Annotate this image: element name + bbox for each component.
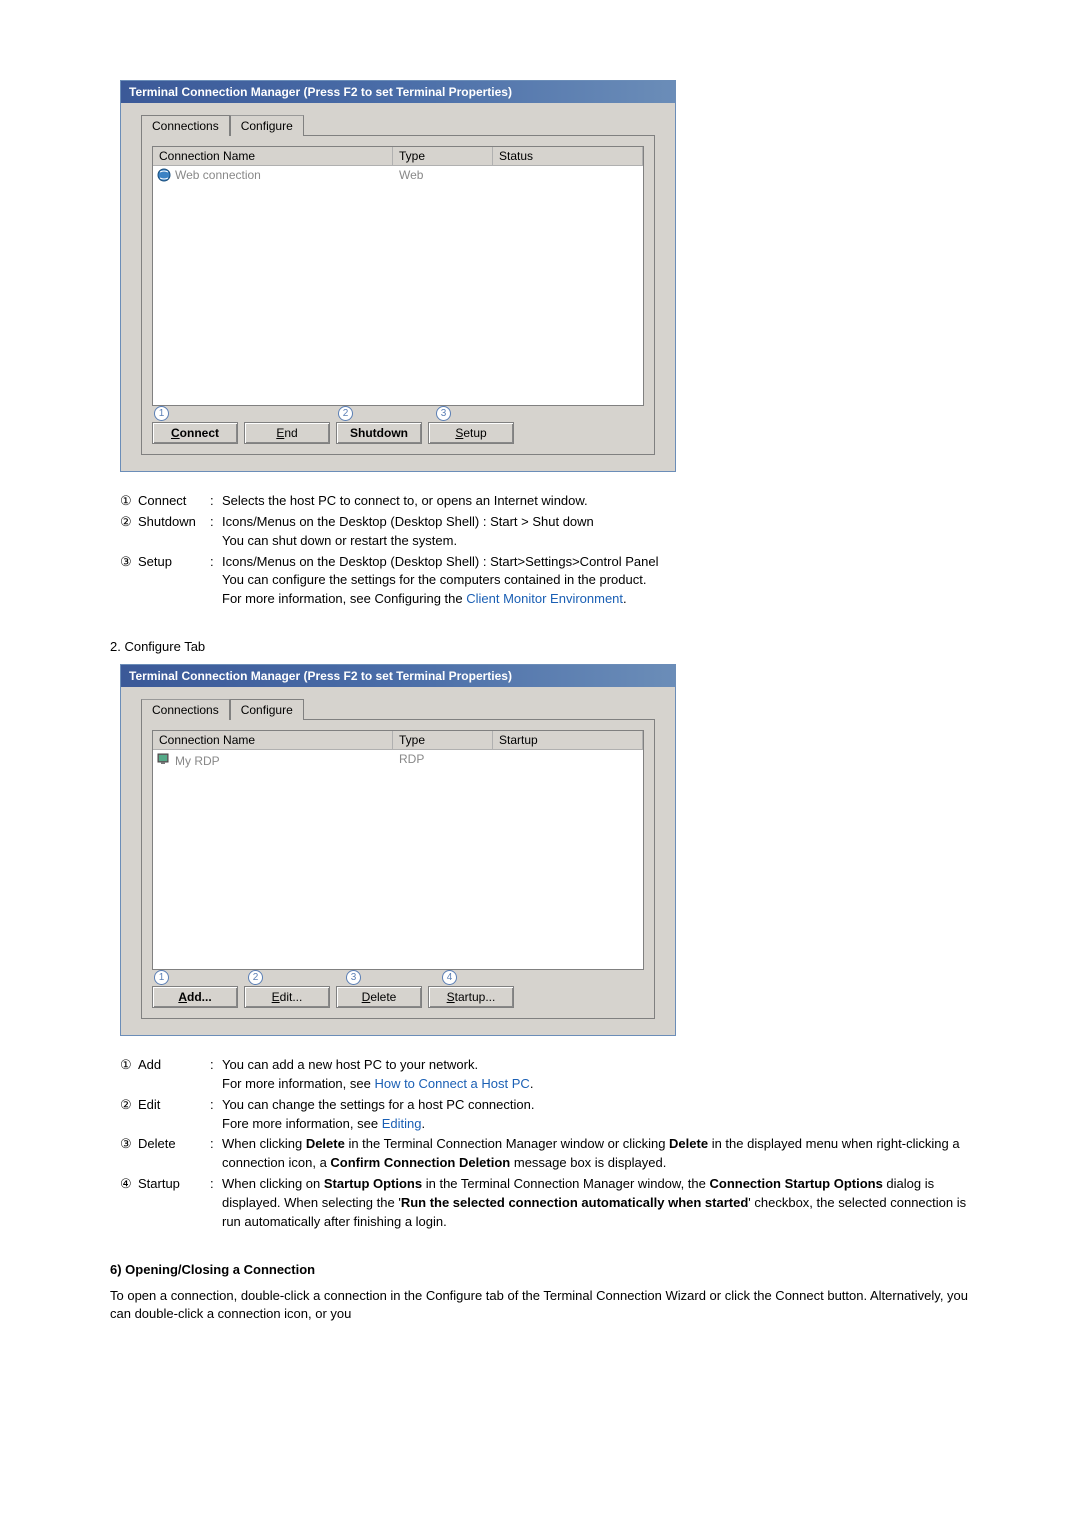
item-name: Web connection: [175, 168, 261, 182]
tab-panel: Connection Name Type Status Web connecti…: [141, 135, 655, 455]
desc-num: ④: [120, 1175, 138, 1232]
desc-text: You can add a new host PC to your networ…: [222, 1056, 970, 1094]
item-name: My RDP: [175, 754, 220, 768]
desc-colon: :: [210, 492, 222, 511]
list-header: Connection Name Type Status: [153, 147, 643, 166]
client-monitor-link[interactable]: Client Monitor Environment: [466, 591, 623, 606]
edit-button[interactable]: Edit...: [244, 986, 330, 1008]
connect-host-link[interactable]: How to Connect a Host PC: [374, 1076, 529, 1091]
callout-3: 3: [346, 970, 361, 985]
tab-panel: Connection Name Type Startup My RDP RDP: [141, 719, 655, 1019]
col-status[interactable]: Status: [493, 147, 643, 165]
desc-colon: :: [210, 553, 222, 610]
shutdown-button[interactable]: Shutdown: [336, 422, 422, 444]
desc-label: Connect: [138, 492, 210, 511]
description-list-1: ① Connect : Selects the host PC to conne…: [120, 492, 970, 609]
desc-label: Add: [138, 1056, 210, 1094]
desc-label: Shutdown: [138, 513, 210, 551]
connect-button[interactable]: Cdocument.currentScript.previousSibling.…: [152, 422, 238, 444]
section-opening-closing: 6) Opening/Closing a Connection: [110, 1262, 970, 1277]
connection-list[interactable]: Connection Name Type Startup My RDP RDP: [152, 730, 644, 970]
monitor-icon: [157, 752, 171, 769]
desc-num: ①: [120, 1056, 138, 1094]
desc-text: Selects the host PC to connect to, or op…: [222, 492, 970, 511]
delete-button[interactable]: Delete: [336, 986, 422, 1008]
desc-colon: :: [210, 513, 222, 551]
terminal-manager-window-configure: Terminal Connection Manager (Press F2 to…: [120, 664, 676, 1036]
callout-2: 2: [248, 970, 263, 985]
item-startup: [493, 750, 643, 771]
desc-text: You can change the settings for a host P…: [222, 1096, 970, 1134]
button-row: Add... Edit... Delete Startup...: [152, 986, 644, 1008]
startup-button[interactable]: Startup...: [428, 986, 514, 1008]
tab-strip: Connections Configure: [141, 699, 655, 720]
desc-num: ③: [120, 1135, 138, 1173]
terminal-manager-window-connections: Terminal Connection Manager (Press F2 to…: [120, 80, 676, 472]
window-titlebar: Terminal Connection Manager (Press F2 to…: [121, 665, 675, 687]
tab-configure[interactable]: Configure: [230, 699, 304, 720]
desc-text: When clicking Delete in the Terminal Con…: [222, 1135, 970, 1173]
desc-colon: :: [210, 1056, 222, 1094]
desc-colon: :: [210, 1135, 222, 1173]
desc-num: ②: [120, 1096, 138, 1134]
setup-button[interactable]: Setup: [428, 422, 514, 444]
desc-label: Setup: [138, 553, 210, 610]
tab-configure[interactable]: Configure: [230, 115, 304, 136]
callout-1: 1: [154, 406, 169, 421]
tab-connections[interactable]: Connections: [141, 699, 230, 720]
tab-strip: Connections Configure: [141, 115, 655, 136]
window-titlebar: Terminal Connection Manager (Press F2 to…: [121, 81, 675, 103]
description-list-2: ① Add : You can add a new host PC to you…: [120, 1056, 970, 1232]
add-button[interactable]: Add...: [152, 986, 238, 1008]
list-header: Connection Name Type Startup: [153, 731, 643, 750]
desc-label: Startup: [138, 1175, 210, 1232]
callout-3: 3: [436, 406, 451, 421]
section-configure-tab: 2. Configure Tab: [110, 639, 970, 654]
desc-colon: :: [210, 1175, 222, 1232]
tab-connections[interactable]: Connections: [141, 115, 230, 136]
col-type[interactable]: Type: [393, 731, 493, 749]
desc-num: ①: [120, 492, 138, 511]
desc-label: Delete: [138, 1135, 210, 1173]
end-button[interactable]: End: [244, 422, 330, 444]
window-body: Connections Configure Connection Name Ty…: [121, 103, 675, 471]
desc-num: ③: [120, 553, 138, 610]
connection-list[interactable]: Connection Name Type Status Web connecti…: [152, 146, 644, 406]
button-row: Cdocument.currentScript.previousSibling.…: [152, 422, 644, 444]
editing-link[interactable]: Editing: [382, 1116, 422, 1131]
callout-1: 1: [154, 970, 169, 985]
col-type[interactable]: Type: [393, 147, 493, 165]
item-status: [493, 166, 643, 184]
desc-text: Icons/Menus on the Desktop (Desktop Shel…: [222, 513, 970, 551]
col-connection-name[interactable]: Connection Name: [153, 731, 393, 749]
desc-num: ②: [120, 513, 138, 551]
callout-4: 4: [442, 970, 457, 985]
item-type: Web: [393, 166, 493, 184]
globe-icon: [157, 168, 171, 182]
list-item[interactable]: My RDP RDP: [153, 750, 643, 771]
col-connection-name[interactable]: Connection Name: [153, 147, 393, 165]
closing-paragraph: To open a connection, double-click a con…: [110, 1287, 970, 1323]
page-content: Terminal Connection Manager (Press F2 to…: [0, 0, 1080, 1363]
callout-2: 2: [338, 406, 353, 421]
list-item[interactable]: Web connection Web: [153, 166, 643, 184]
desc-text: When clicking on Startup Options in the …: [222, 1175, 970, 1232]
col-startup[interactable]: Startup: [493, 731, 643, 749]
desc-text: Icons/Menus on the Desktop (Desktop Shel…: [222, 553, 970, 610]
desc-label: Edit: [138, 1096, 210, 1134]
item-type: RDP: [393, 750, 493, 771]
window-body: Connections Configure Connection Name Ty…: [121, 687, 675, 1035]
desc-colon: :: [210, 1096, 222, 1134]
